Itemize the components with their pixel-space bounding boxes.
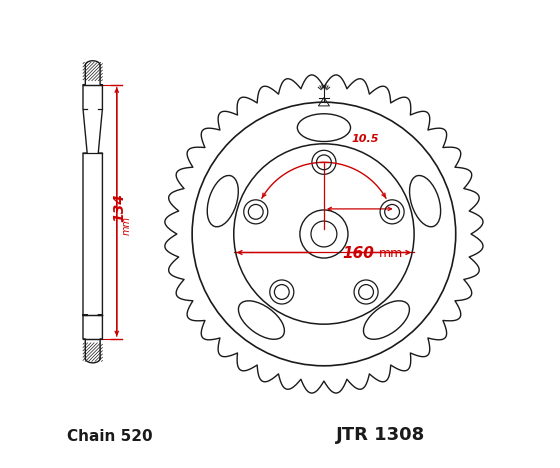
Text: mm: mm bbox=[122, 216, 132, 235]
Text: 10.5: 10.5 bbox=[352, 134, 379, 144]
Text: 160: 160 bbox=[342, 246, 374, 261]
Text: Chain 520: Chain 520 bbox=[67, 430, 153, 445]
Text: 134: 134 bbox=[112, 193, 126, 222]
Text: JTR 1308: JTR 1308 bbox=[335, 426, 424, 445]
Text: mm: mm bbox=[379, 247, 403, 260]
